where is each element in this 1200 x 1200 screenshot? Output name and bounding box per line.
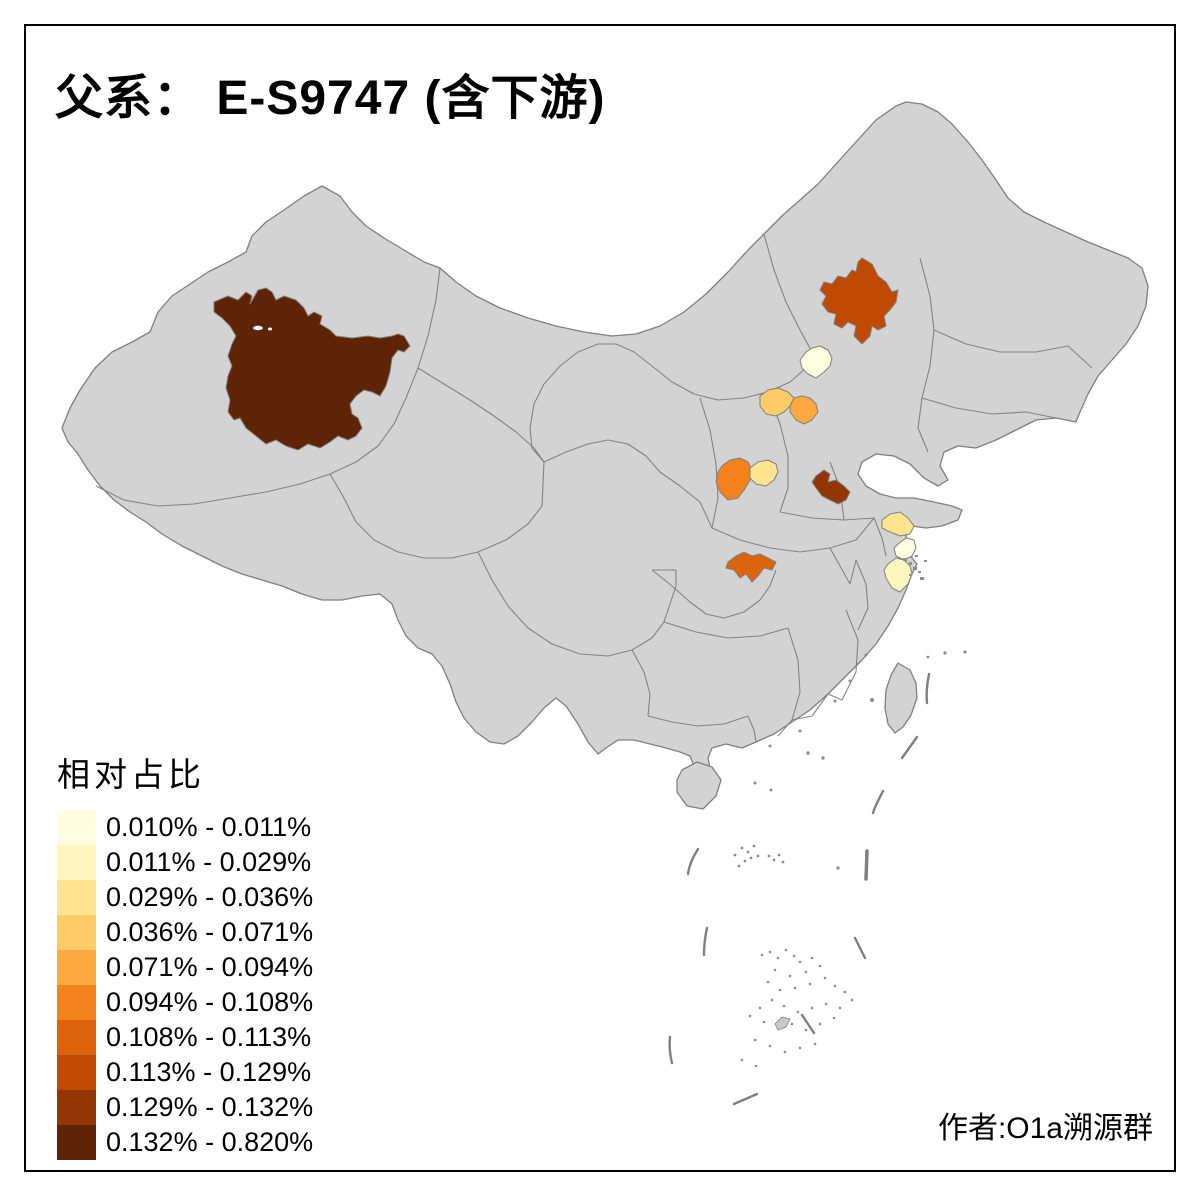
lake-hole — [253, 325, 263, 331]
legend-label: 0.010% - 0.011% — [106, 812, 312, 842]
mainland-landmass — [61, 101, 1149, 810]
highlighted-regions — [213, 257, 917, 593]
legend-label: 0.011% - 0.029% — [106, 847, 312, 877]
legend-swatch — [57, 985, 96, 1020]
legend-swatch — [57, 1125, 96, 1160]
map-region-mid-yangtze — [725, 551, 777, 583]
legend-item: 0.094% - 0.108% — [57, 985, 313, 1020]
legend-item: 0.129% - 0.132% — [57, 1090, 313, 1125]
legend-item: 0.010% - 0.011% — [57, 810, 313, 845]
legend-swatch — [57, 1055, 96, 1090]
taiwan-island — [884, 662, 918, 734]
legend-item: 0.029% - 0.036% — [57, 880, 313, 915]
legend-rows: 0.010% - 0.011% 0.011% - 0.029% 0.029% -… — [57, 810, 313, 1160]
south-china-sea-islets — [733, 844, 854, 1068]
legend-title: 相对占比 — [57, 756, 205, 793]
map-region-northeast — [819, 257, 899, 345]
legend-label: 0.071% - 0.094% — [106, 952, 314, 982]
legend-swatch — [57, 1020, 96, 1055]
legend-swatch — [57, 880, 96, 915]
page-title: 父系： E-S9747 (含下游) — [55, 72, 606, 125]
map-region-beijing-area — [799, 345, 833, 379]
legend-swatch — [57, 845, 96, 880]
legend-item: 0.108% - 0.113% — [57, 1020, 313, 1055]
legend-label: 0.132% - 0.820% — [106, 1127, 314, 1157]
legend-item: 0.071% - 0.094% — [57, 950, 313, 985]
province-borders — [95, 233, 1093, 743]
lake-hole-small — [268, 327, 272, 331]
nine-dash-line — [668, 672, 931, 1106]
legend-label: 0.113% - 0.129% — [106, 1057, 312, 1087]
map-region-northwest-large — [213, 287, 411, 451]
legend-label: 0.129% - 0.132% — [106, 1092, 314, 1122]
reef-island — [774, 1016, 791, 1031]
legend-swatch — [57, 915, 96, 950]
map-region-east-coast-north — [881, 511, 915, 537]
map-region-central-light — [749, 459, 779, 487]
legend-item: 0.113% - 0.129% — [57, 1055, 313, 1090]
legend-item: 0.036% - 0.071% — [57, 915, 313, 950]
legend-label: 0.108% - 0.113% — [106, 1022, 312, 1052]
map-region-central-east-dark — [811, 469, 851, 505]
map-region-central-west — [715, 457, 753, 501]
legend-swatch — [57, 950, 96, 985]
map-region-east-coast-south — [883, 557, 913, 593]
legend-item: 0.011% - 0.029% — [57, 845, 313, 880]
legend-swatch — [57, 810, 96, 845]
legend-label: 0.094% - 0.108% — [106, 987, 314, 1017]
attribution-text: 作者:O1a溯源群 — [937, 1112, 1153, 1145]
hainan-island — [676, 761, 722, 810]
legend-item: 0.132% - 0.820% — [57, 1125, 313, 1160]
legend-label: 0.036% - 0.071% — [106, 917, 314, 947]
legend-swatch — [57, 1090, 96, 1125]
map-region-north-central-east — [789, 395, 819, 425]
legend: 相对占比 0.010% - 0.011% 0.011% - 0.029% 0.0… — [57, 748, 313, 1160]
mainland-outline — [61, 101, 1149, 775]
map-region-east-coast-middle — [893, 537, 917, 561]
coastal-islets — [753, 555, 967, 792]
legend-label: 0.029% - 0.036% — [106, 882, 314, 912]
